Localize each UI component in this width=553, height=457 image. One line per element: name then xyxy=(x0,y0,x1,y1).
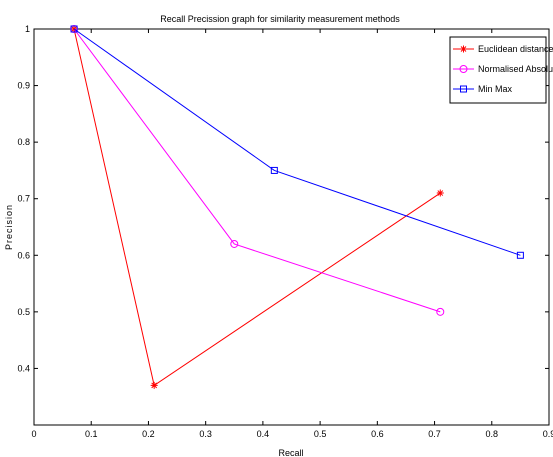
y-axis-label: Precision xyxy=(4,204,14,250)
chart-title: Recall Precission graph for similarity m… xyxy=(160,14,400,24)
y-tick-label: 0.5 xyxy=(17,307,30,317)
y-tick-label: 0.4 xyxy=(17,363,30,373)
legend-entry: Euclidean distance xyxy=(478,44,553,54)
x-tick-label: 0.5 xyxy=(314,429,327,439)
x-tick-label: 0.1 xyxy=(85,429,98,439)
data-point xyxy=(270,166,278,174)
y-tick-label: 0.9 xyxy=(17,81,30,91)
x-tick-label: 0.8 xyxy=(486,429,499,439)
series-layer xyxy=(70,25,524,389)
x-tick-label: 0.2 xyxy=(142,429,155,439)
data-point xyxy=(230,239,239,248)
legend-marker xyxy=(459,65,468,73)
series-2 xyxy=(70,25,524,259)
x-axis-label: Recall xyxy=(278,448,303,457)
legend: Euclidean distance Normalised Absolute Min… xyxy=(449,36,553,104)
axis-ticks: 0 0.1 0.2 0.3 0.4 0.5 0.6 0.7 0.8 0.9 0.4 0.5 0.6 0.7… xyxy=(17,24,553,439)
series-line xyxy=(73,28,521,256)
legend-entry: Normalised Absolute xyxy=(478,64,553,74)
x-tick-label: 0.6 xyxy=(371,429,384,439)
x-tick-label: 0 xyxy=(31,429,36,439)
legend-entry: Min Max xyxy=(478,84,513,94)
legend-marker xyxy=(460,45,467,53)
x-tick-label: 0.9 xyxy=(543,429,553,439)
legend-marker xyxy=(460,85,467,93)
x-tick-label: 0.3 xyxy=(199,429,212,439)
data-point xyxy=(436,189,444,197)
x-tick-label: 0.7 xyxy=(428,429,441,439)
data-point xyxy=(436,307,445,316)
data-point xyxy=(516,251,524,259)
y-tick-label: 0.8 xyxy=(17,137,30,147)
data-point xyxy=(150,381,158,389)
x-tick-label: 0.4 xyxy=(257,429,270,439)
y-tick-label: 0.6 xyxy=(17,250,30,260)
series-line xyxy=(73,28,441,313)
y-tick-label: 0.7 xyxy=(17,194,30,204)
y-tick-label: 1 xyxy=(25,24,30,34)
data-point xyxy=(70,25,78,33)
